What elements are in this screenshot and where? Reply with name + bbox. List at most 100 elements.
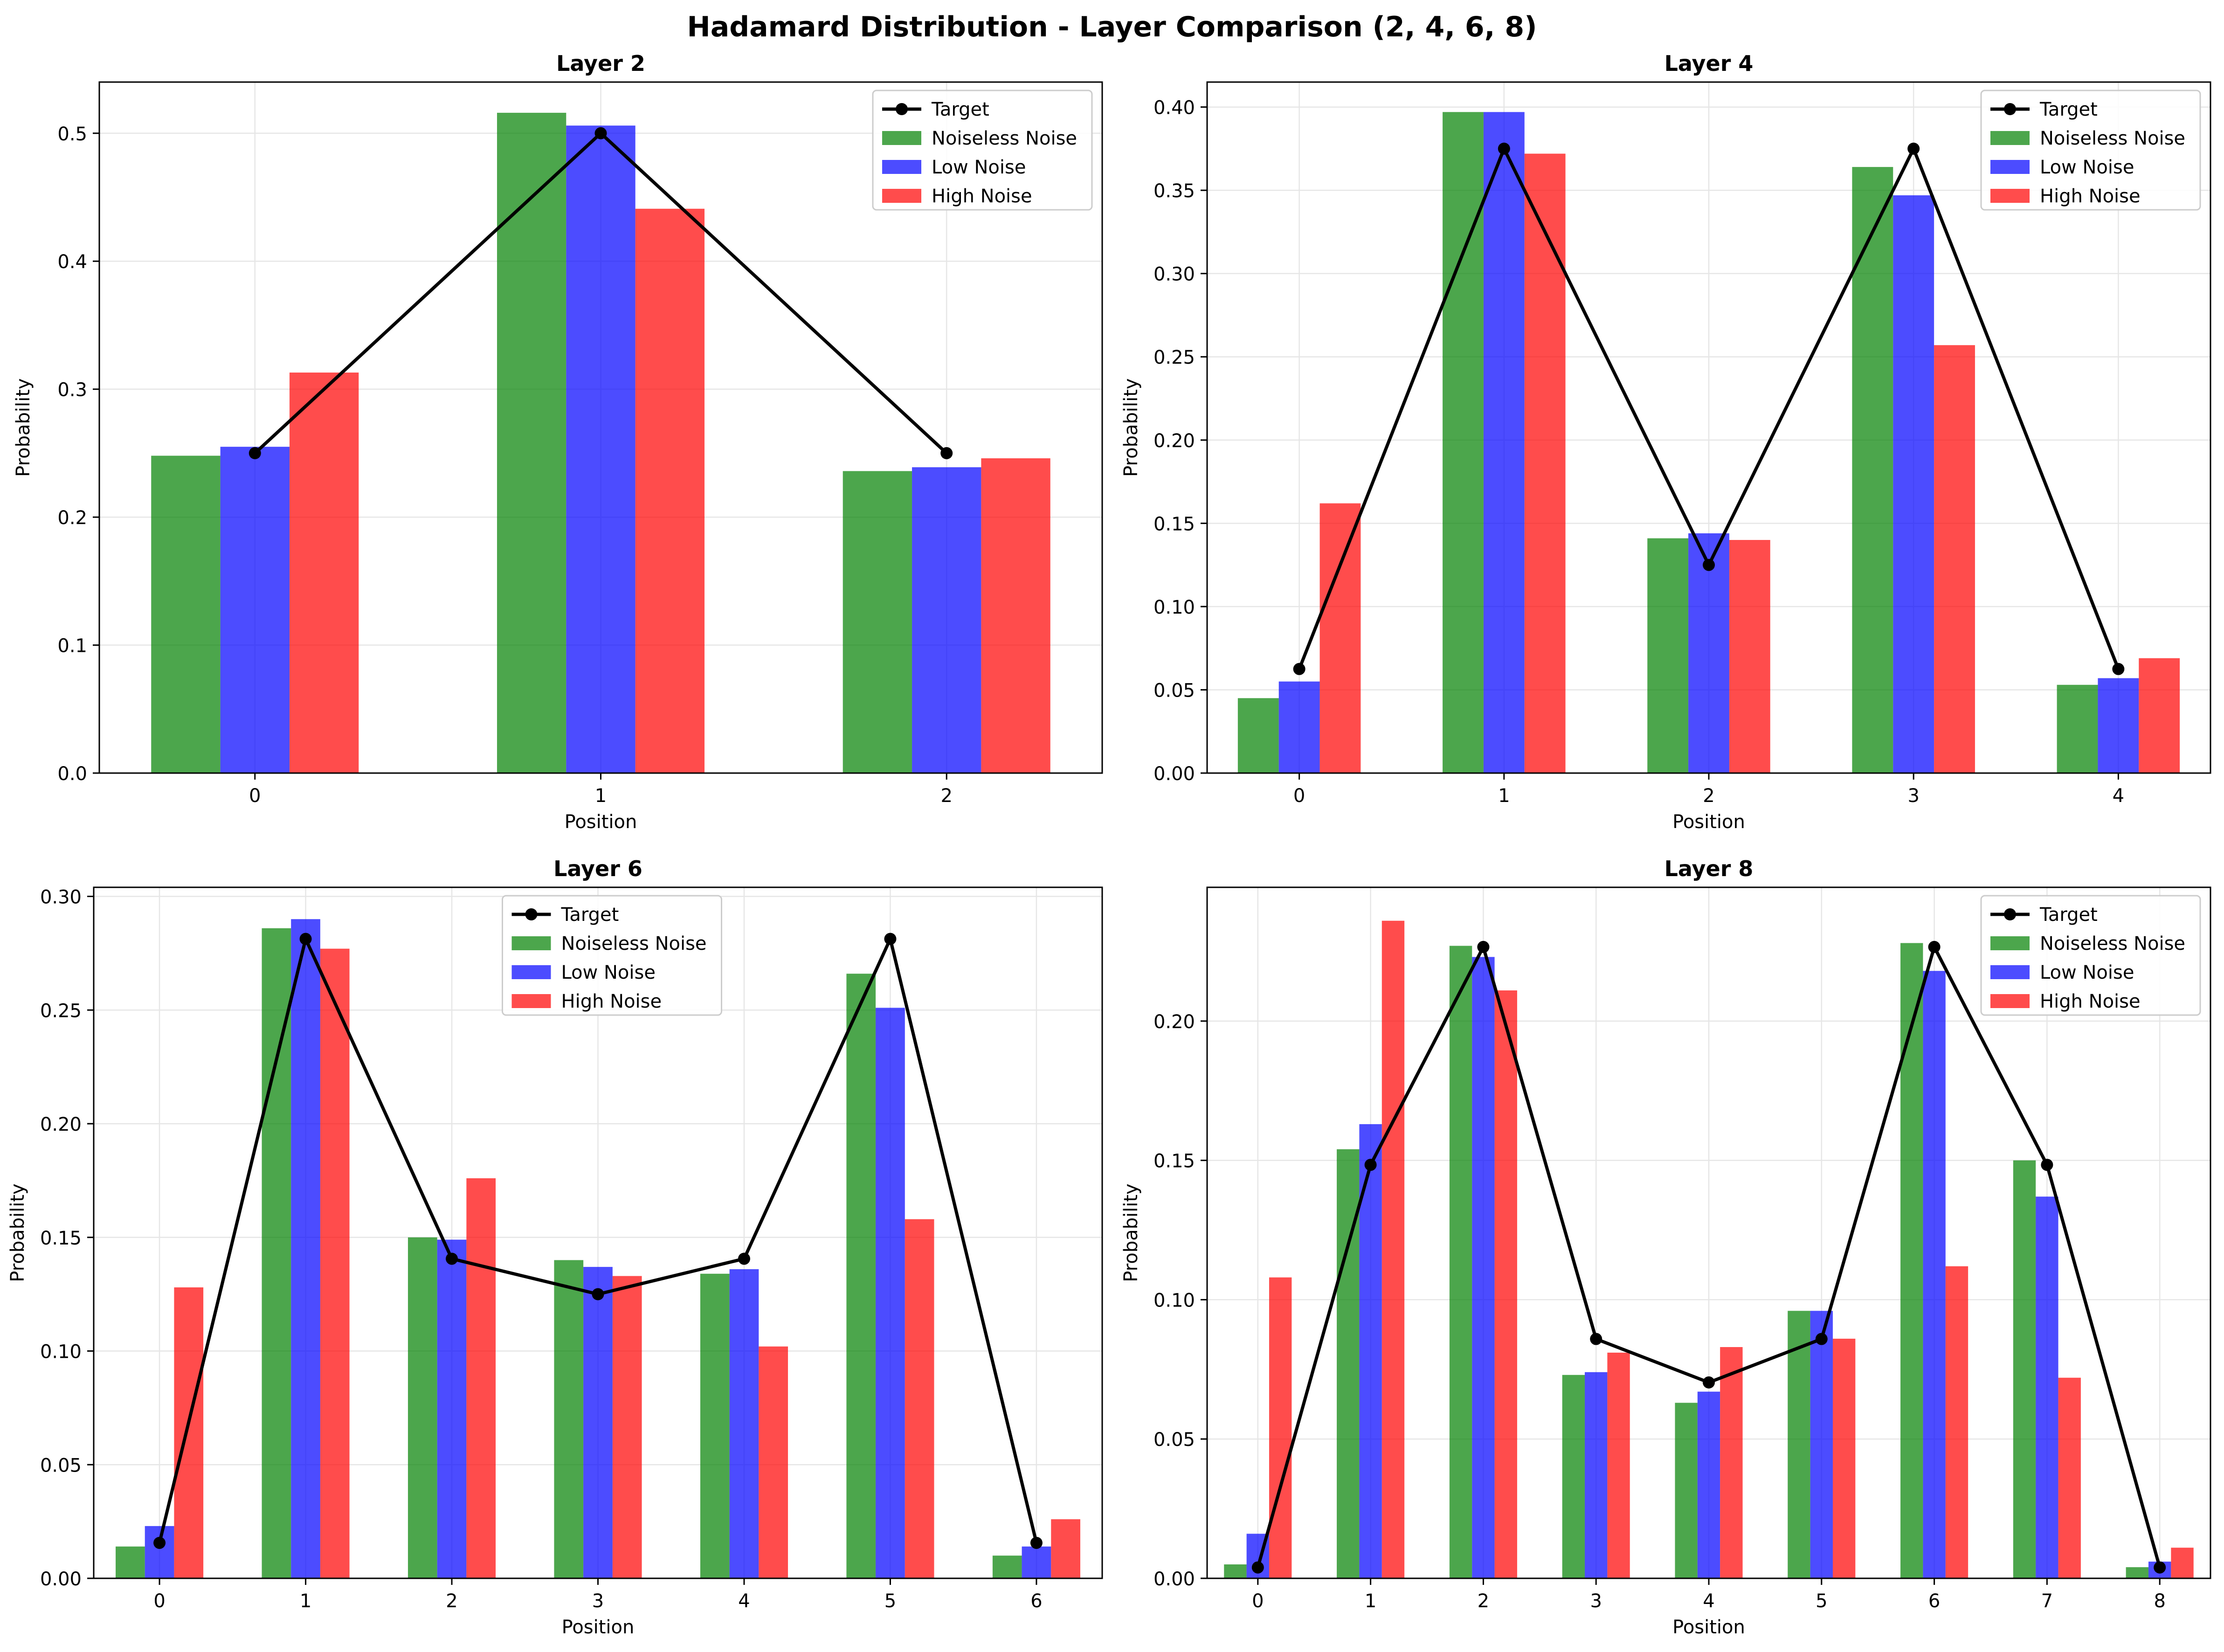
y-tick-label: 0.4 — [57, 251, 87, 273]
target-point-2 — [446, 1252, 458, 1265]
bar-noiseless-2 — [408, 1237, 437, 1578]
y-tick-label: 0.2 — [57, 507, 87, 529]
x-tick-label: 2 — [1478, 1590, 1489, 1612]
x-axis-label: Position — [1672, 1617, 1745, 1638]
bar-high-3 — [1607, 1352, 1630, 1578]
bar-noiseless-1 — [1443, 112, 1484, 773]
legend-swatch-high — [511, 994, 551, 1008]
legend-swatch-low — [882, 160, 921, 174]
y-tick-label: 0.05 — [1153, 680, 1195, 701]
bar-low-0 — [145, 1526, 174, 1578]
y-tick-label: 0.25 — [40, 1000, 82, 1022]
legend: Target Noiseless Noise Low Noise High Noise — [1980, 895, 2201, 1016]
x-axis-label: Position — [565, 811, 637, 833]
x-tick-label: 3 — [1907, 785, 1919, 807]
bar-low-1 — [1483, 112, 1525, 773]
y-tick-label: 0.40 — [1153, 97, 1195, 119]
x-tick-label: 1 — [595, 785, 607, 807]
target-point-5 — [884, 933, 897, 945]
bar-noiseless-0 — [1224, 1564, 1247, 1578]
bar-low-2 — [1688, 533, 1729, 773]
legend-swatch-noiseless — [1990, 936, 2030, 950]
legend-label: Noiseless Noise — [932, 128, 1077, 149]
x-tick-label: 5 — [1816, 1590, 1827, 1612]
y-tick-label: 0.00 — [1153, 1569, 1195, 1590]
y-tick-label: 0.05 — [40, 1455, 82, 1476]
bar-low-6 — [1022, 1546, 1051, 1578]
y-axis-label: Probability — [7, 1183, 28, 1282]
bar-noiseless-4 — [1675, 1403, 1698, 1578]
legend-label: Noiseless Noise — [561, 933, 707, 954]
x-tick-label: 3 — [592, 1590, 604, 1612]
bar-high-8 — [2171, 1548, 2194, 1578]
legend-label: Low Noise — [2040, 157, 2134, 178]
bar-high-5 — [905, 1219, 934, 1578]
bar-high-4 — [1720, 1347, 1743, 1578]
bar-noiseless-5 — [846, 974, 876, 1578]
x-axis-label: Position — [1672, 811, 1745, 833]
chart-panel-3: 0.00 0.05 0.10 0.15 0.20 0.25 0.30 0 1 2 3 4 5 6 Layer… — [7, 856, 1103, 1638]
legend-label: High Noise — [561, 991, 662, 1012]
x-tick-label: 4 — [1703, 1590, 1714, 1612]
bar-high-0 — [1319, 503, 1361, 773]
target-point-8 — [2154, 1561, 2166, 1574]
legend-label: Target — [2039, 99, 2098, 120]
target-point-0 — [1251, 1561, 1264, 1574]
y-tick-label: 0.05 — [1153, 1429, 1195, 1451]
x-tick-label: 0 — [1252, 1590, 1264, 1612]
legend: Target Noiseless Noise Low Noise High Noise — [502, 895, 722, 1016]
bar-high-1 — [320, 948, 350, 1578]
legend-label: Low Noise — [561, 962, 656, 983]
target-point-2 — [1703, 559, 1715, 571]
x-tick-label: 2 — [1703, 785, 1714, 807]
target-point-4 — [1703, 1376, 1715, 1389]
bar-low-2 — [912, 467, 981, 773]
bar-high-3 — [1934, 345, 1975, 773]
legend-label: Target — [2039, 904, 2098, 926]
y-tick-label: 0.0 — [57, 763, 87, 785]
panel-title: Layer 2 — [556, 51, 645, 76]
x-tick-label: 7 — [2041, 1590, 2053, 1612]
y-tick-label: 0.30 — [40, 887, 82, 908]
y-tick-label: 0.25 — [1153, 347, 1195, 368]
y-tick-label: 0.20 — [40, 1114, 82, 1135]
bar-noiseless-3 — [1562, 1375, 1585, 1578]
bar-high-0 — [1269, 1277, 1292, 1578]
legend-label: Noiseless Noise — [2040, 128, 2185, 149]
x-tick-label: 1 — [1498, 785, 1510, 807]
legend-swatch-low — [1990, 965, 2030, 979]
bar-high-7 — [2058, 1377, 2081, 1578]
bar-low-5 — [1810, 1311, 1833, 1578]
target-point-7 — [2041, 1159, 2053, 1171]
target-point-1 — [594, 127, 607, 139]
legend-target-marker — [2004, 103, 2016, 115]
y-tick-label: 0.15 — [1153, 1151, 1195, 1172]
target-point-3 — [592, 1288, 604, 1300]
bar-high-3 — [612, 1276, 642, 1578]
legend-label: Low Noise — [932, 157, 1026, 178]
bar-noiseless-2 — [1647, 538, 1689, 773]
legend-box — [502, 895, 722, 1016]
legend-box — [1980, 90, 2201, 211]
bar-noiseless-2 — [1449, 946, 1472, 1578]
target-point-3 — [1590, 1333, 1602, 1345]
bar-high-0 — [289, 372, 359, 773]
legend-label: Low Noise — [2040, 962, 2134, 983]
y-tick-label: 0.5 — [57, 124, 87, 145]
bar-low-2 — [437, 1239, 467, 1578]
bar-noiseless-2 — [843, 471, 912, 773]
x-tick-label: 2 — [446, 1590, 457, 1612]
legend-box — [1980, 895, 2201, 1016]
x-tick-label: 1 — [300, 1590, 311, 1612]
bar-noiseless-8 — [2126, 1567, 2149, 1578]
bar-noiseless-6 — [992, 1555, 1022, 1578]
legend-target-marker — [2004, 908, 2016, 920]
target-point-2 — [1477, 940, 1490, 953]
bar-high-6 — [1945, 1266, 1968, 1578]
legend-box — [872, 90, 1093, 211]
panel-title: Layer 6 — [553, 856, 642, 881]
legend-label: Target — [561, 904, 619, 926]
figure-title: Hadamard Distribution - Layer Comparison… — [687, 11, 1537, 43]
y-tick-label: 0.10 — [40, 1341, 82, 1363]
chart-panel-2: 0.00 0.05 0.10 0.15 0.20 0.25 0.30 0.35 0.40 0 1 2 3… — [1120, 51, 2211, 833]
